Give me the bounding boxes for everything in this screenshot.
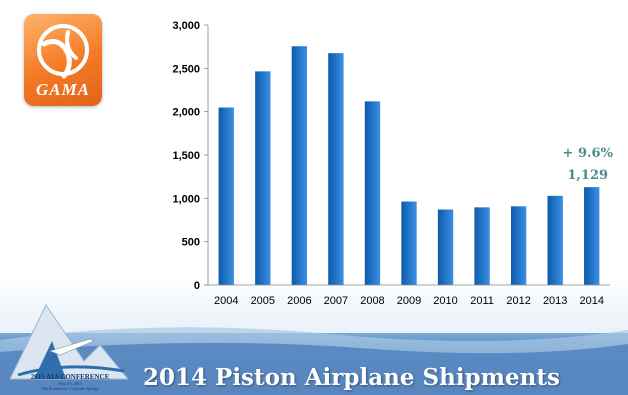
y-axis: 0 500 1,000 1,500 2,000 2,500 3,000: [172, 20, 209, 292]
footer: 2015 AIA CONFERENCE May 2-5, 2015 The Br…: [0, 300, 628, 395]
bar-2008: [364, 101, 381, 285]
x-tick-label: 2006: [287, 295, 311, 307]
airplane-icon: [49, 338, 95, 356]
x-tick-label: 2010: [433, 295, 457, 307]
x-tick-label: 2005: [251, 295, 275, 307]
x-tick-label: 2011: [470, 295, 494, 307]
x-tick-label: 2007: [324, 295, 348, 307]
bars: [218, 46, 600, 285]
conference-dates: May 2-5, 2015: [58, 381, 82, 386]
y-tick-label: 3,000: [172, 20, 200, 32]
conference-venue: The Broadmoor • Colorado Springs: [41, 386, 99, 391]
y-tick-label: 1,500: [172, 150, 200, 162]
x-tick-label: 2013: [543, 295, 567, 307]
y-tick-label: 2,500: [172, 63, 200, 75]
annotation-1: 1,129: [567, 168, 608, 183]
bar-2005: [255, 71, 271, 285]
y-tick-label: 0: [194, 280, 200, 292]
bar-2011: [474, 207, 490, 285]
bar-2004: [218, 107, 234, 285]
y-tick-label: 500: [182, 237, 200, 249]
bar-2009: [401, 201, 417, 285]
conference-badge: [9, 304, 130, 380]
x-tick-label: 2012: [506, 295, 530, 307]
gama-emblem-icon: [37, 24, 89, 79]
conference-name: 2015 AIA CONFERENCE: [30, 373, 110, 381]
y-tick-label: 2,000: [172, 107, 200, 119]
bar-2012: [510, 206, 527, 285]
x-tick-label: 2008: [360, 295, 384, 307]
bar-2010: [437, 209, 454, 285]
annotation-0: + 9.6%: [563, 146, 614, 161]
bar-2013: [547, 195, 563, 285]
annotations: + 9.6% 1,129: [563, 146, 614, 183]
y-tick-label: 1,000: [172, 193, 200, 205]
logo-text: GAMA: [35, 80, 91, 99]
x-tick-label: 2014: [579, 295, 603, 307]
footer-wave: [0, 327, 628, 395]
bar-2014: [584, 187, 600, 285]
gama-logo: GAMA: [24, 14, 102, 106]
x-tick-label: 2004: [214, 295, 238, 307]
bar-2007: [328, 53, 344, 285]
bar-2006: [291, 46, 308, 285]
slide-title: 2014 Piston Airplane Shipments: [143, 364, 560, 391]
x-axis: 2004 2005 2006 2007 2008 2009 2010 2011 2012 2013…: [208, 284, 610, 307]
x-tick-label: 2009: [397, 295, 421, 307]
